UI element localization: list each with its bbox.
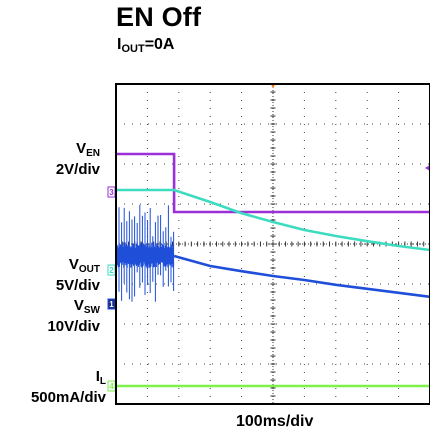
trigger-level-marker	[425, 165, 430, 171]
vout-label: VOUT 5V/div	[55, 256, 100, 294]
il-marker-label: 4	[109, 382, 114, 391]
vsw-trace	[173, 254, 430, 299]
ven-trace	[116, 152, 430, 214]
vsw-channel-marker: 1	[107, 298, 116, 310]
ven-channel-marker: 3	[107, 186, 116, 198]
plot-frame	[115, 83, 430, 405]
il-channel-marker: 4	[107, 380, 116, 392]
vout-marker-label: 2	[109, 266, 114, 275]
vsw-marker-label: 1	[109, 300, 114, 309]
scope-traces	[115, 152, 430, 388]
vsw-switching-burst	[115, 204, 175, 302]
ven-marker-label: 3	[109, 188, 114, 197]
channel-markers: 3 2 1 4	[107, 186, 116, 392]
il-label: IL 500mA/div	[30, 368, 106, 406]
vout-trace	[116, 188, 430, 252]
x-axis-label: 100ms/div	[236, 413, 314, 430]
ven-label: VEN 2V/div	[55, 140, 100, 178]
chart-title: EN Off	[116, 2, 202, 32]
vsw-label: VSW 10V/div	[47, 297, 100, 335]
vout-channel-marker: 2	[107, 264, 116, 276]
chart-subtitle: IOUT=0A	[117, 36, 175, 55]
